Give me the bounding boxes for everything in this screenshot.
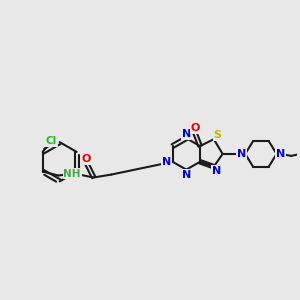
Text: O: O [81,154,91,164]
Text: N: N [162,157,171,167]
Text: N: N [182,169,191,179]
Text: O: O [190,123,200,134]
Text: N: N [212,166,221,176]
Text: S: S [214,130,222,140]
Text: N: N [182,129,191,139]
Text: NH: NH [63,169,81,178]
Text: N: N [276,149,285,159]
Text: N: N [237,149,246,159]
Text: Cl: Cl [46,136,57,146]
